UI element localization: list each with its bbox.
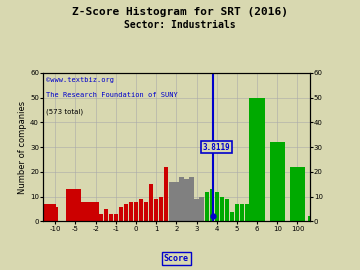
Bar <box>94 217 98 221</box>
Bar <box>85 202 99 221</box>
Bar <box>290 167 305 221</box>
Y-axis label: Number of companies: Number of companies <box>18 101 27 194</box>
Text: ©www.textbiz.org: ©www.textbiz.org <box>46 77 114 83</box>
Bar <box>215 192 219 221</box>
Bar <box>109 214 113 221</box>
Bar <box>144 202 148 221</box>
Text: The Research Foundation of SUNY: The Research Foundation of SUNY <box>46 92 177 98</box>
Bar <box>154 199 158 221</box>
Bar <box>184 179 189 221</box>
Bar <box>139 199 143 221</box>
Bar <box>124 204 128 221</box>
Bar <box>134 202 138 221</box>
Bar <box>129 202 133 221</box>
Bar <box>67 189 81 221</box>
Bar <box>179 177 184 221</box>
Bar <box>174 182 179 221</box>
Text: Score: Score <box>164 254 189 263</box>
Bar <box>119 207 123 221</box>
Bar <box>78 202 93 221</box>
Bar <box>308 217 323 221</box>
Bar <box>99 214 103 221</box>
Bar <box>114 214 118 221</box>
Text: Z-Score Histogram for SRT (2016): Z-Score Histogram for SRT (2016) <box>72 7 288 17</box>
Bar <box>245 204 249 221</box>
Bar <box>220 197 224 221</box>
Bar <box>230 211 234 221</box>
Bar <box>159 197 163 221</box>
Bar <box>210 189 214 221</box>
Bar <box>164 167 168 221</box>
Bar <box>169 182 174 221</box>
Text: Sector: Industrials: Sector: Industrials <box>124 20 236 30</box>
Text: (573 total): (573 total) <box>46 109 83 115</box>
Bar <box>72 204 86 221</box>
Bar <box>199 197 204 221</box>
Bar <box>44 207 58 221</box>
Bar <box>240 204 244 221</box>
Bar <box>149 184 153 221</box>
Bar <box>249 98 265 221</box>
Bar <box>250 209 254 221</box>
Bar <box>194 199 199 221</box>
Text: 3.8119: 3.8119 <box>203 143 231 152</box>
Bar <box>189 177 194 221</box>
Bar <box>104 209 108 221</box>
Bar <box>270 142 285 221</box>
Bar <box>235 204 239 221</box>
Bar <box>225 199 229 221</box>
Bar <box>42 204 56 221</box>
Bar <box>204 192 209 221</box>
